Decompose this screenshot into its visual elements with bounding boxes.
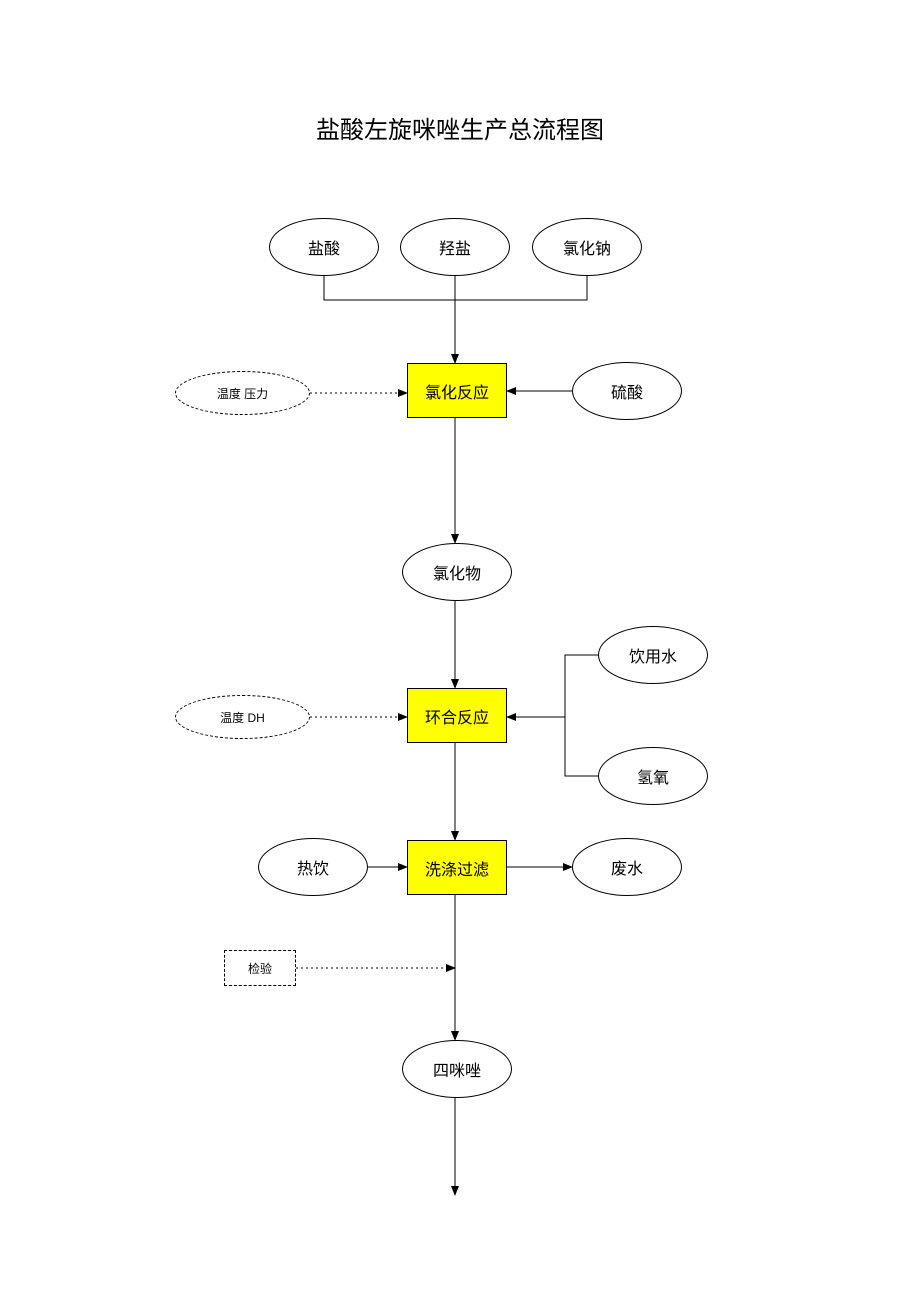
node-label: 氯化钠: [563, 235, 611, 259]
node-n15: 检验: [224, 950, 296, 986]
node-label: 洗涤过滤: [425, 856, 489, 880]
node-label: 羟盐: [439, 235, 471, 259]
edge-8: [565, 655, 598, 717]
page-title: 盐酸左旋咪唑生产总流程图: [316, 110, 604, 145]
node-label: 温度 DH: [220, 709, 265, 726]
node-label: 氯化反应: [425, 379, 489, 403]
node-label: 氢氧: [637, 764, 669, 788]
node-n16: 四咪唑: [402, 1040, 512, 1098]
node-n5: 氯化反应: [407, 363, 507, 418]
node-n3: 氯化钠: [532, 218, 642, 276]
edge-9: [507, 717, 598, 776]
edge-2: [455, 276, 587, 300]
node-label: 废水: [611, 855, 643, 879]
node-n7: 氯化物: [402, 543, 512, 601]
node-label: 氯化物: [433, 560, 481, 584]
node-label: 温度 压力: [217, 385, 268, 402]
node-label: 盐酸: [308, 235, 340, 259]
edge-0: [324, 276, 455, 363]
node-n4: 温度 压力: [175, 371, 310, 415]
node-label: 环合反应: [425, 704, 489, 728]
node-n6: 硫酸: [572, 362, 682, 420]
node-n9: 环合反应: [407, 688, 507, 743]
edges-svg: [0, 0, 920, 1302]
node-label: 热饮: [297, 855, 329, 879]
node-label: 四咪唑: [433, 1057, 481, 1081]
node-label: 饮用水: [629, 643, 677, 667]
node-n11: 氢氧: [598, 747, 708, 805]
node-n13: 洗涤过滤: [407, 840, 507, 895]
node-label: 检验: [248, 960, 272, 977]
node-n1: 盐酸: [269, 218, 379, 276]
node-n10: 饮用水: [598, 626, 708, 684]
node-n2: 羟盐: [400, 218, 510, 276]
node-n8: 温度 DH: [175, 695, 310, 739]
node-n14: 废水: [572, 838, 682, 896]
node-n12: 热饮: [258, 838, 368, 896]
node-label: 硫酸: [611, 379, 643, 403]
